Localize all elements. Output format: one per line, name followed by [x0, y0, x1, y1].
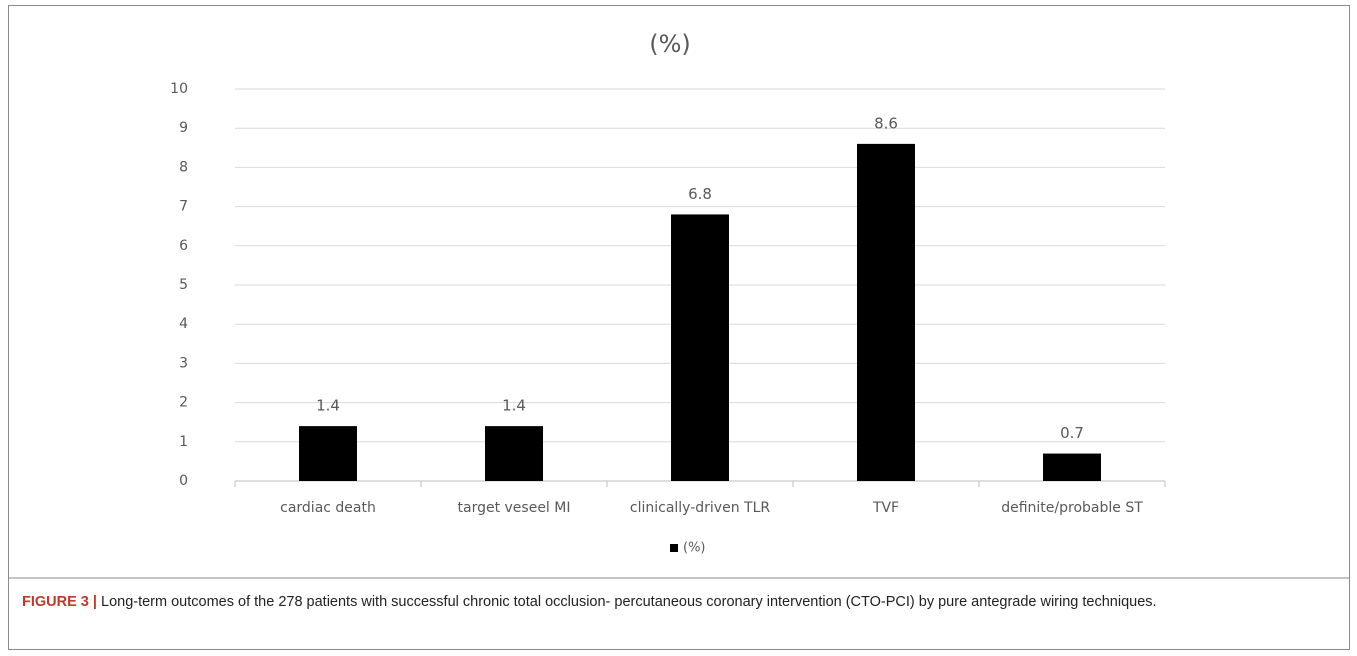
bar — [485, 426, 543, 481]
y-tick-label: 7 — [179, 199, 188, 215]
y-tick-label: 1 — [179, 434, 188, 450]
data-label: 1.4 — [316, 397, 340, 415]
y-tick-label: 10 — [170, 81, 188, 97]
chart-title: (%) — [649, 30, 691, 58]
x-tick-label: cardiac death — [280, 500, 376, 516]
bar — [299, 426, 357, 481]
figure-frame — [8, 5, 1350, 650]
legend-swatch — [670, 544, 678, 552]
data-label: 6.8 — [688, 185, 712, 203]
chart: (%) 0 1 2 3 4 5 6 7 8 9 10 cardiac death target vese… — [9, 30, 1349, 579]
caption: FIGURE 3 | Long-term outcomes of the 278… — [22, 590, 1332, 614]
y-tick-label: 0 — [179, 473, 188, 489]
x-tick-label: clinically-driven TLR — [630, 500, 770, 516]
data-label: 0.7 — [1060, 424, 1084, 442]
caption-label: FIGURE 3 | — [22, 594, 97, 610]
y-tick-label: 8 — [179, 159, 188, 175]
x-tick-label: TVF — [872, 500, 899, 516]
y-tick-label: 2 — [179, 395, 188, 411]
y-tick-label: 5 — [179, 277, 188, 293]
bar — [671, 214, 729, 481]
bar — [1043, 453, 1101, 481]
y-tick-label: 6 — [179, 238, 188, 254]
data-label: 8.6 — [874, 114, 898, 132]
legend-label: (%) — [683, 541, 706, 556]
y-tick-label: 3 — [179, 355, 188, 371]
bar — [857, 143, 915, 481]
y-tick-label: 4 — [179, 316, 188, 332]
y-tick-label: 9 — [179, 120, 188, 136]
data-label: 1.4 — [502, 397, 526, 415]
caption-text: Long-term outcomes of the 278 patients w… — [101, 594, 1157, 610]
x-tick-label: definite/probable ST — [1001, 500, 1143, 516]
x-tick-label: target veseel MI — [458, 500, 571, 516]
